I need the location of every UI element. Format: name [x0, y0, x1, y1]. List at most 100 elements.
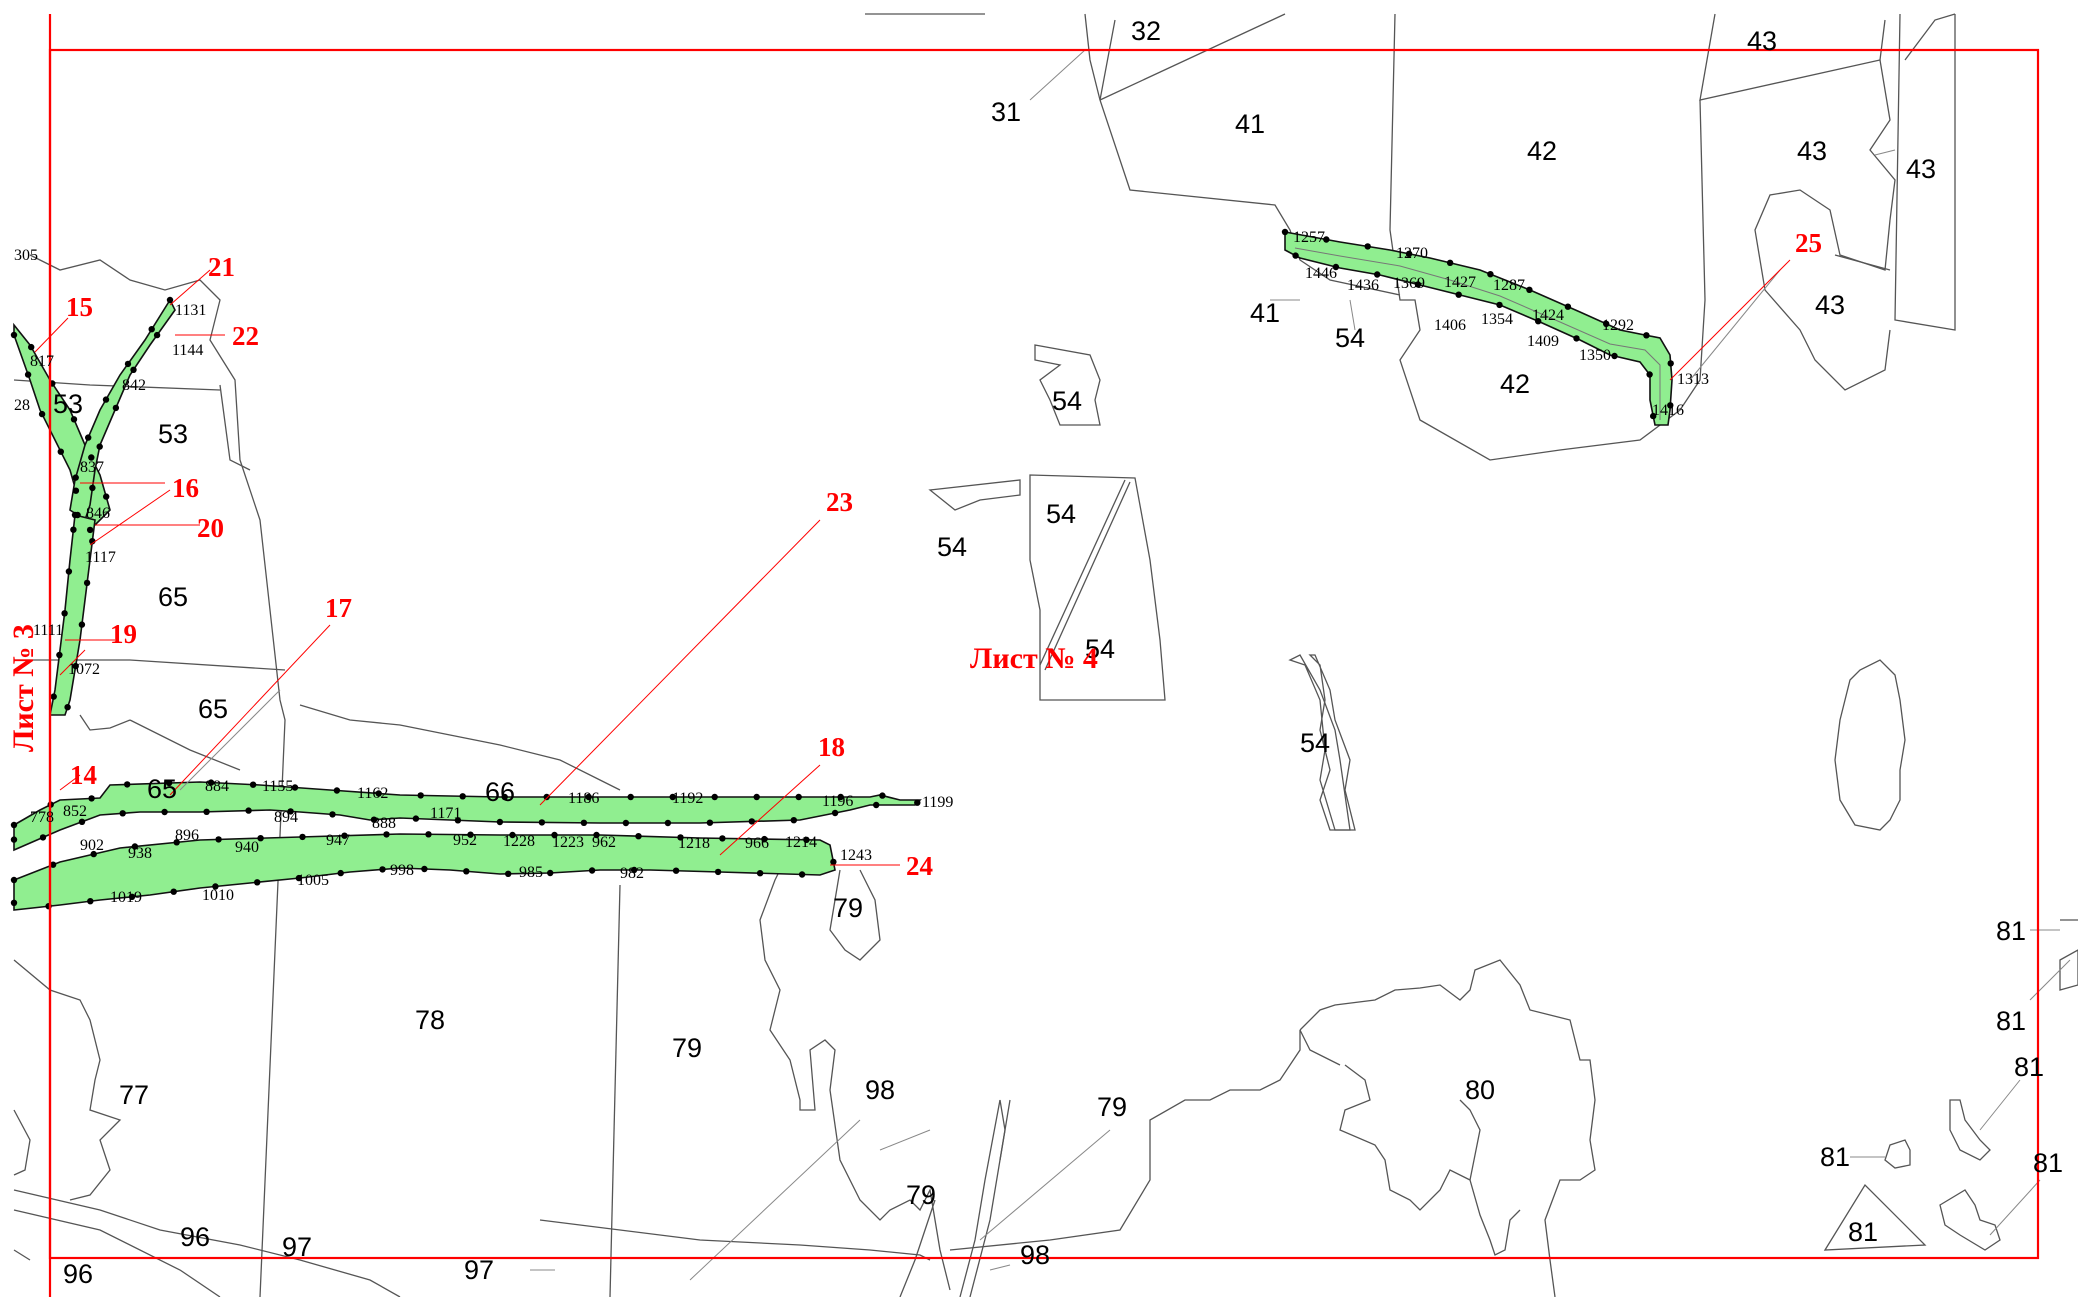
point-label: 938: [128, 845, 152, 862]
parcel-label: 65: [147, 774, 177, 804]
point-label: 947: [326, 832, 350, 849]
parcel-label: 81: [1820, 1142, 1850, 1172]
vertex-dot: [96, 443, 103, 450]
point-label: 1005: [297, 872, 329, 889]
vertex-dot: [831, 809, 839, 817]
point-label: 817: [30, 353, 54, 370]
vertex-dot: [669, 793, 676, 801]
point-label: 982: [620, 865, 644, 882]
vertex-dot: [459, 793, 466, 800]
point-label: 1199: [922, 794, 953, 811]
vertex-dot: [119, 810, 126, 817]
vertex-dot: [496, 818, 504, 826]
vertex-dot: [803, 836, 810, 843]
callout-label: 21: [208, 252, 235, 282]
vertex-dot: [83, 579, 91, 587]
vertex-dot: [379, 866, 386, 873]
vertex-dot: [425, 831, 432, 838]
point-label: 940: [235, 839, 259, 856]
point-label: 1214: [785, 834, 817, 851]
point-label: 1416: [1652, 402, 1684, 419]
vertex-dot: [38, 410, 46, 418]
vertex-dot: [10, 821, 18, 829]
point-label: 985: [519, 864, 543, 881]
vertex-dot: [329, 811, 336, 818]
point-label: 1223: [552, 834, 584, 851]
parcel-label: 97: [464, 1255, 494, 1285]
parcel-boundaries: [13, 13, 2078, 1297]
point-label: 1369: [1393, 275, 1425, 292]
vertex-dot: [547, 869, 554, 877]
parcel-label: 54: [937, 532, 967, 562]
vertex-dot: [103, 493, 110, 500]
vertex-dot: [588, 867, 596, 874]
parcel-label: 41: [1250, 298, 1280, 328]
point-label: 1162: [357, 785, 388, 802]
point-label: 1313: [1677, 371, 1709, 388]
vertex-dot: [88, 795, 95, 802]
point-label: 1010: [202, 887, 234, 904]
parcel-label: 54: [1046, 499, 1076, 529]
callout-labels: 21 15 22 16 20 17 19 14 23 18 24 25: [66, 228, 1822, 881]
vertex-dot: [49, 861, 57, 868]
callout-label: 17: [325, 593, 352, 623]
vertex-dot: [295, 874, 303, 882]
vertex-dot: [622, 819, 630, 827]
point-label: 1427: [1444, 274, 1476, 291]
point-label: 778: [30, 809, 54, 826]
vertex-dot: [1667, 360, 1674, 367]
vertex-dot: [383, 831, 390, 838]
parcel-label: 54: [1335, 323, 1365, 353]
vertex-dot: [1374, 271, 1381, 278]
vertex-dot: [630, 866, 638, 874]
vertex-dot: [102, 396, 110, 403]
point-label: 1228: [503, 833, 535, 850]
vertex-dot: [57, 448, 64, 455]
vertex-dot: [88, 454, 95, 461]
point-label: 998: [390, 862, 414, 879]
vertex-dot: [1405, 250, 1413, 257]
vertex-dot: [24, 371, 32, 378]
vertex-dot: [1611, 352, 1618, 360]
vertex-dot: [795, 793, 802, 801]
parcel-label: 81: [1848, 1217, 1878, 1247]
strip-vertical: [49, 514, 96, 716]
parcel-label: 43: [1815, 290, 1845, 320]
vertex-dot: [505, 870, 512, 877]
callout-label: 23: [826, 487, 853, 517]
callout-label: 22: [232, 321, 259, 351]
vertex-dot: [551, 831, 558, 839]
vertex-dot: [333, 787, 341, 794]
current-sheet-title: Лист № 4: [970, 642, 1098, 675]
point-label: 884: [205, 778, 229, 795]
vertex-dot: [463, 868, 470, 875]
vertex-dot: [1526, 286, 1533, 293]
point-label: 1270: [1396, 245, 1428, 262]
vertex-dot: [914, 799, 921, 806]
vertex-dot: [86, 526, 94, 534]
vertex-dot: [748, 818, 755, 825]
vertex-dot: [417, 792, 424, 799]
parcel-label: 65: [158, 582, 188, 612]
vertex-dot: [56, 651, 63, 659]
parcel-label: 53: [158, 419, 188, 449]
vertex-dot: [1646, 371, 1653, 378]
point-label: 1406: [1434, 317, 1466, 334]
vertex-dot: [61, 610, 68, 617]
vertex-dot: [711, 793, 718, 801]
point-label: 962: [592, 834, 616, 851]
vertex-dot: [421, 865, 428, 873]
parcel-label: 96: [63, 1259, 93, 1289]
vertex-dot: [10, 899, 18, 906]
vertex-dot: [1487, 271, 1494, 278]
parcel-labels: 32 31 41 42 43 43 43 43 41 54 42 54 54 5…: [53, 16, 2063, 1289]
vertex-dot: [203, 808, 210, 815]
parcel-label: 97: [282, 1232, 312, 1262]
point-label: 1354: [1481, 311, 1513, 328]
vertex-dot: [593, 831, 600, 839]
parcel-label: 54: [1052, 386, 1082, 416]
vertex-dot: [124, 360, 132, 368]
parcel-label: 79: [906, 1180, 936, 1210]
vertex-dot: [70, 416, 78, 423]
parcel-label: 81: [1996, 1006, 2026, 1036]
